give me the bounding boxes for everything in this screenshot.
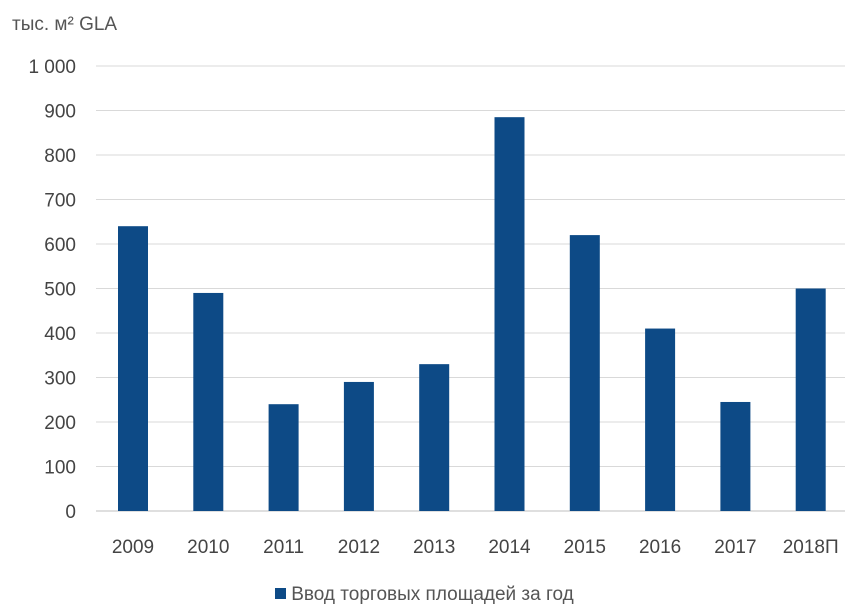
x-tick-label: 2016 (639, 537, 681, 558)
gridlines (96, 65, 845, 512)
y-axis-ticks: 0 100 200 300 400 500 600 700 800 900 1 000 (28, 57, 76, 523)
bar-2016 (645, 328, 676, 511)
x-tick-label: 2010 (187, 537, 229, 558)
bar-2017 (720, 401, 751, 511)
y-tick-label: 800 (44, 146, 76, 167)
x-tick-label: 2011 (263, 537, 304, 558)
bar-2014 (494, 117, 525, 512)
x-tick-label: 2012 (338, 537, 380, 558)
bar-2013 (419, 364, 450, 511)
y-tick-label: 300 (44, 369, 76, 390)
y-tick-label: 900 (44, 102, 76, 123)
y-tick-label: 200 (44, 413, 76, 434)
x-axis-ticks: 2009 2010 2011 2012 2013 2014 2015 2016 2017 2018… (112, 537, 839, 558)
y-tick-label: 100 (44, 458, 76, 479)
y-tick-label: 500 (44, 280, 76, 301)
y-tick-label: 600 (44, 235, 76, 256)
x-tick-label: 2013 (413, 537, 455, 558)
y-tick-label: 0 (65, 502, 76, 523)
legend-swatch (275, 588, 287, 599)
x-tick-label: 2018П (783, 537, 839, 558)
y-tick-label: 700 (44, 191, 76, 212)
legend-label: Ввод торговых площадей за год (291, 584, 574, 605)
y-tick-label: 400 (44, 324, 76, 345)
legend: Ввод торговых площадей за год (0, 584, 849, 606)
x-tick-label: 2009 (112, 537, 154, 558)
bar-2018П (795, 288, 826, 511)
x-tick-label: 2014 (488, 537, 531, 558)
bar-2011 (268, 404, 299, 511)
bar-2015 (569, 235, 600, 511)
y-tick-label: 1 000 (28, 57, 76, 78)
bars (118, 117, 826, 512)
bar-2012 (343, 381, 374, 511)
bar-2009 (118, 226, 148, 511)
x-tick-label: 2017 (714, 537, 756, 558)
bar-2010 (193, 292, 224, 511)
x-tick-label: 2015 (564, 537, 606, 558)
y-axis-unit-label: тыс. м² GLA (12, 14, 118, 35)
